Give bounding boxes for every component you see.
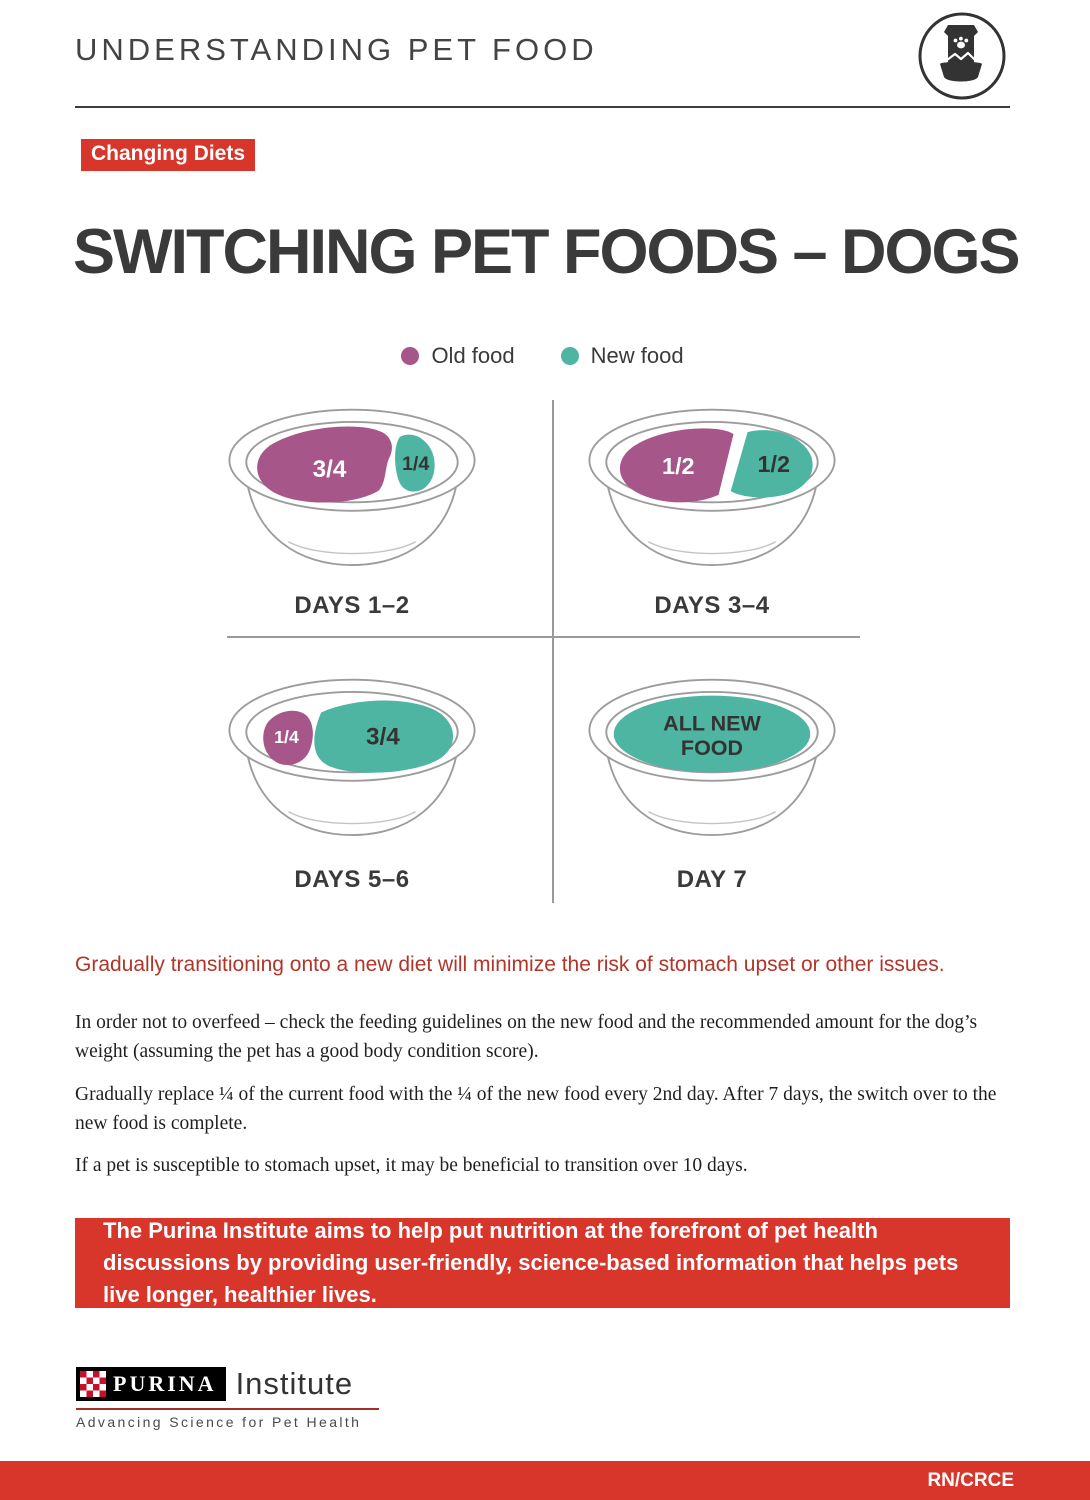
purina-institute-logo: PURINA Institute Advancing Science for P… xyxy=(76,1366,379,1430)
purina-checkerboard-icon xyxy=(80,1371,106,1397)
old-food-portion xyxy=(263,710,313,766)
bowl-caption-days-3-4: DAYS 3–4 xyxy=(654,592,770,619)
new-fraction-label: 1/4 xyxy=(402,453,429,475)
old-fraction-label: 1/4 xyxy=(274,727,299,747)
old-food-portion xyxy=(257,426,392,503)
paragraph-replace: Gradually replace ¼ of the current food … xyxy=(75,1083,997,1134)
old-food-dot-icon xyxy=(401,347,420,365)
banner-text: The Purina Institute aims to help put nu… xyxy=(103,1218,959,1307)
highlight-statement: Gradually transitioning onto a new diet … xyxy=(75,953,945,976)
purina-logo-box: PURINA xyxy=(76,1367,226,1401)
purina-wordmark: PURINA xyxy=(113,1371,217,1396)
pet-food-bag-bowl-icon xyxy=(918,12,1006,100)
institute-wordmark: Institute xyxy=(235,1366,354,1401)
bowl-days-3-4: 1/2 1/2 xyxy=(588,408,836,566)
legend-item-old-food: Old food xyxy=(401,343,515,369)
bowl-day-7: ALL NEW FOOD xyxy=(588,678,836,836)
new-food-portion xyxy=(314,700,454,773)
footer-code: RN/CRCE xyxy=(927,1470,1014,1491)
bowl-days-5-6: 1/4 3/4 xyxy=(228,678,476,836)
paw-icon xyxy=(953,36,969,49)
bowls-grid: 3/4 1/4 DAYS 1–2 1/2 1/2 DAYS 3–4 1/4 3/… xyxy=(75,395,1010,910)
bowl-caption-day-7: DAY 7 xyxy=(676,866,748,893)
all-new-food-label-line1: ALL NEW xyxy=(663,712,761,736)
logo-tagline: Advancing Science for Pet Health xyxy=(76,1414,362,1430)
legend-label-new: New food xyxy=(590,343,684,368)
grid-divider-vertical xyxy=(552,400,554,903)
old-fraction-label: 3/4 xyxy=(313,456,347,483)
old-fraction-label: 1/2 xyxy=(662,453,695,479)
all-new-food-label-line2: FOOD xyxy=(681,736,743,760)
new-fraction-label: 3/4 xyxy=(366,723,400,750)
logo-divider xyxy=(76,1408,379,1410)
legend-item-new-food: New food xyxy=(560,343,684,369)
legend-label-old: Old food xyxy=(431,343,515,368)
new-food-portion xyxy=(613,695,811,773)
page-header-title: UNDERSTANDING PET FOOD xyxy=(75,32,598,67)
footer-bar: RN/CRCE xyxy=(0,1461,1090,1500)
paragraph-overfeed: In order not to overfeed – check the fee… xyxy=(75,1012,978,1063)
bowl-days-1-2: 3/4 1/4 xyxy=(228,408,476,566)
bowl-caption-days-5-6: DAYS 5–6 xyxy=(294,866,410,893)
new-food-portion xyxy=(730,430,813,498)
new-food-portion xyxy=(395,434,435,492)
bowl-caption-days-1-2: DAYS 1–2 xyxy=(294,592,410,619)
page-title: SWITCHING PET FOODS – DOGS xyxy=(73,217,1021,287)
paragraph-susceptible: If a pet is susceptible to stomach upset… xyxy=(75,1155,748,1176)
body-text: In order not to overfeed – check the fee… xyxy=(75,1008,1010,1193)
grid-divider-horizontal xyxy=(227,636,860,638)
new-fraction-label: 1/2 xyxy=(758,451,791,477)
new-food-dot-icon xyxy=(560,347,579,365)
section-badge: Changing Diets xyxy=(81,139,256,171)
header-divider xyxy=(75,106,1010,108)
legend: Old food New food xyxy=(75,343,1010,369)
old-food-portion xyxy=(619,428,734,503)
purina-institute-banner: The Purina Institute aims to help put nu… xyxy=(75,1218,1010,1308)
